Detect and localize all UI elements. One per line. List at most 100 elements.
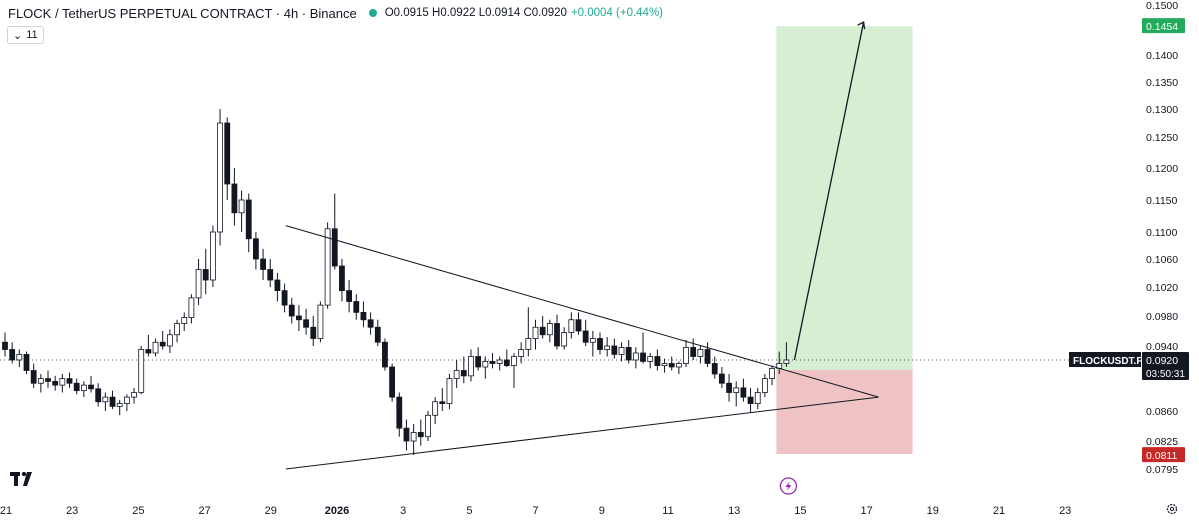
price-tick-label: 0.1200 bbox=[1146, 163, 1178, 175]
candle bbox=[109, 390, 116, 410]
candle bbox=[23, 351, 30, 374]
candle-body-up bbox=[446, 378, 453, 405]
candle bbox=[202, 248, 209, 295]
time-tick-label: 13 bbox=[728, 505, 740, 517]
last-price-tag bbox=[1142, 352, 1189, 380]
indicators-toggle-button[interactable]: ⌄ 11 bbox=[7, 26, 44, 44]
candle bbox=[209, 225, 216, 287]
loss-zone[interactable] bbox=[776, 370, 913, 455]
candle-body-up bbox=[410, 432, 417, 442]
candle bbox=[260, 248, 266, 280]
candle bbox=[733, 381, 740, 407]
candle-body-down bbox=[367, 319, 374, 328]
candle-body-up bbox=[511, 356, 517, 366]
candle-body-down bbox=[23, 353, 30, 371]
candle bbox=[281, 283, 288, 313]
price-axis[interactable]: 0.15000.14500.14000.13500.13000.12500.12… bbox=[1146, 0, 1178, 476]
candle-body-down bbox=[711, 363, 718, 375]
candle bbox=[95, 383, 102, 407]
candle bbox=[217, 109, 223, 246]
symbol-title[interactable]: FLOCK / TetherUS PERPETUAL CONTRACT · 4h… bbox=[8, 5, 357, 21]
target-arrow-line[interactable] bbox=[793, 22, 865, 361]
candle bbox=[604, 337, 611, 357]
tradingview-logo[interactable] bbox=[10, 470, 36, 491]
candle bbox=[518, 342, 525, 364]
gear-icon[interactable] bbox=[1166, 503, 1178, 515]
candle-body-down bbox=[267, 269, 274, 281]
candle-body-up bbox=[116, 403, 123, 407]
candle-body-down bbox=[2, 341, 8, 350]
lower-trendline[interactable] bbox=[285, 396, 879, 470]
candle bbox=[647, 353, 654, 369]
candle bbox=[475, 347, 482, 371]
candle-body-up bbox=[661, 363, 668, 366]
candle bbox=[267, 259, 274, 287]
candle bbox=[159, 331, 166, 350]
candle-body-up bbox=[37, 378, 44, 384]
candle bbox=[532, 319, 539, 350]
candle bbox=[346, 280, 353, 313]
candle bbox=[245, 193, 252, 253]
candle bbox=[632, 347, 639, 369]
candle-body-down bbox=[202, 269, 209, 281]
take-profit-value: 0.1454 bbox=[1146, 21, 1178, 33]
candle bbox=[360, 301, 367, 328]
candle-body-up bbox=[769, 367, 775, 380]
candle-body-down bbox=[296, 315, 302, 321]
price-tick-label: 0.1100 bbox=[1146, 227, 1177, 239]
price-tags-layer: 0.1454 0.0811 FLOCKUSDT.P 0.0920 03:50:31 bbox=[779, 18, 1189, 515]
upper-trendline[interactable] bbox=[285, 225, 879, 398]
symbol-tag bbox=[1069, 352, 1141, 367]
chevron-down-icon: ⌄ bbox=[13, 29, 23, 42]
candle-body-down bbox=[668, 363, 675, 368]
candle bbox=[482, 356, 489, 379]
candle-body-up bbox=[604, 345, 611, 350]
candle bbox=[367, 312, 374, 335]
candle-body-up bbox=[317, 304, 324, 339]
candle-body-down bbox=[260, 258, 266, 270]
candle-body-up bbox=[131, 392, 137, 398]
drawing-lines-layer[interactable] bbox=[285, 21, 879, 470]
lightning-icon[interactable] bbox=[779, 477, 798, 495]
price-tick-label: 0.0980 bbox=[1146, 311, 1178, 323]
candle bbox=[16, 349, 23, 367]
price-tick-label: 0.0795 bbox=[1146, 464, 1178, 476]
candle bbox=[331, 193, 338, 270]
candle bbox=[611, 338, 618, 359]
time-axis[interactable]: 21 23 25 27 29 2026 3 5 7 9 11 13 15 17 19 21 23 bbox=[0, 505, 1071, 517]
candle-body-up bbox=[761, 378, 768, 393]
candle-body-down bbox=[303, 319, 309, 328]
candle bbox=[80, 381, 87, 398]
candle bbox=[52, 375, 59, 391]
candle bbox=[296, 305, 302, 331]
profit-zone[interactable] bbox=[776, 26, 913, 370]
candle bbox=[339, 259, 345, 302]
position-zones[interactable] bbox=[776, 26, 913, 455]
candle-body-down bbox=[611, 345, 618, 355]
time-tick-label: 9 bbox=[599, 505, 605, 517]
candle-body-down bbox=[339, 265, 345, 292]
candle bbox=[310, 316, 317, 346]
candle-body-up bbox=[59, 378, 66, 386]
time-tick-label: 25 bbox=[132, 505, 144, 517]
candle bbox=[131, 387, 137, 404]
candle-body-up bbox=[632, 352, 639, 361]
candle-body-up bbox=[568, 319, 575, 333]
candle-body-down bbox=[640, 352, 646, 362]
bar-countdown: 03:50:31 bbox=[1146, 369, 1185, 380]
candle-body-up bbox=[754, 392, 761, 404]
candle-body-down bbox=[726, 382, 732, 393]
indicator-count: 11 bbox=[26, 29, 38, 41]
candle bbox=[539, 316, 546, 339]
lightning-icon-bolt bbox=[785, 481, 792, 491]
price-change: +0.0004 (+0.44%) bbox=[570, 7, 664, 19]
candle-body-down bbox=[718, 373, 725, 384]
candle bbox=[661, 358, 668, 373]
candle bbox=[374, 319, 381, 346]
candle-body-down bbox=[281, 290, 288, 306]
candle-body-up bbox=[482, 360, 489, 368]
candle bbox=[460, 356, 467, 384]
candle bbox=[88, 375, 94, 393]
candle bbox=[740, 378, 747, 402]
